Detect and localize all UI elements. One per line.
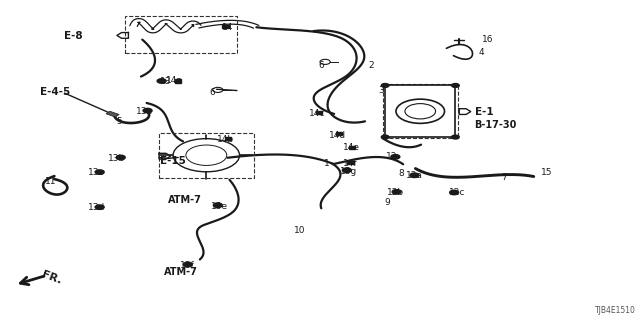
Circle shape [213,203,222,207]
Text: 16: 16 [481,35,493,44]
Circle shape [95,205,104,209]
Bar [336,132,342,135]
Bar [125,16,237,53]
Text: E-8: E-8 [64,31,83,41]
Text: 13: 13 [160,77,172,86]
Circle shape [392,190,401,194]
Bar [348,161,354,164]
Circle shape [452,135,460,139]
Text: 7: 7 [501,173,507,182]
Text: 13a: 13a [136,107,153,116]
Text: 3: 3 [378,86,383,95]
Text: 13g: 13g [340,167,357,176]
Text: ATM-7: ATM-7 [164,267,197,277]
Text: 6: 6 [319,60,324,69]
Circle shape [450,190,459,195]
Text: 2: 2 [368,60,374,69]
Text: 13c: 13c [88,168,105,177]
Text: 14e: 14e [344,143,360,152]
Text: 14: 14 [221,23,233,32]
Text: FR.: FR. [40,270,63,286]
Text: 13f: 13f [180,261,195,270]
Circle shape [157,79,166,83]
Bar [349,146,355,149]
Text: 6: 6 [210,88,216,97]
Circle shape [381,84,389,87]
Text: 1: 1 [323,159,329,168]
Bar [222,25,228,28]
Circle shape [143,108,152,113]
Text: 12c: 12c [449,188,465,197]
Bar [159,133,253,178]
Bar [225,137,231,140]
Circle shape [342,168,351,172]
Text: B-17-30: B-17-30 [474,120,517,130]
Bar [383,84,458,138]
Text: E-4-5: E-4-5 [40,87,70,98]
Text: 13e: 13e [211,202,228,211]
Text: 14f: 14f [343,159,358,168]
Text: 12b: 12b [387,188,404,197]
Circle shape [116,155,125,160]
Text: 12: 12 [386,152,397,161]
Text: 9: 9 [384,197,390,206]
Text: E-1: E-1 [474,107,493,117]
Text: 15: 15 [541,168,552,177]
Text: 14a: 14a [166,76,183,85]
Circle shape [452,84,460,87]
Text: 11: 11 [45,177,56,186]
Bar [316,111,322,115]
Text: 13b: 13b [108,154,125,163]
Text: 13d: 13d [88,203,105,212]
Text: TJB4E1510: TJB4E1510 [595,307,636,316]
Text: ATM-7: ATM-7 [168,195,202,205]
Circle shape [183,262,192,267]
Text: 10: 10 [294,226,305,235]
Circle shape [391,155,400,159]
Circle shape [410,173,419,178]
Bar [175,79,181,83]
Text: 4: 4 [478,48,484,57]
Text: 5: 5 [116,116,122,126]
Text: 8: 8 [399,169,404,178]
Text: 14c: 14c [308,109,325,118]
Bar [106,111,119,117]
Text: 14b: 14b [217,135,234,144]
Text: 14d: 14d [330,131,346,140]
Text: 12a: 12a [406,172,423,180]
Bar [385,85,456,137]
Text: E-15: E-15 [161,156,186,166]
Circle shape [381,135,389,139]
Circle shape [95,170,104,174]
